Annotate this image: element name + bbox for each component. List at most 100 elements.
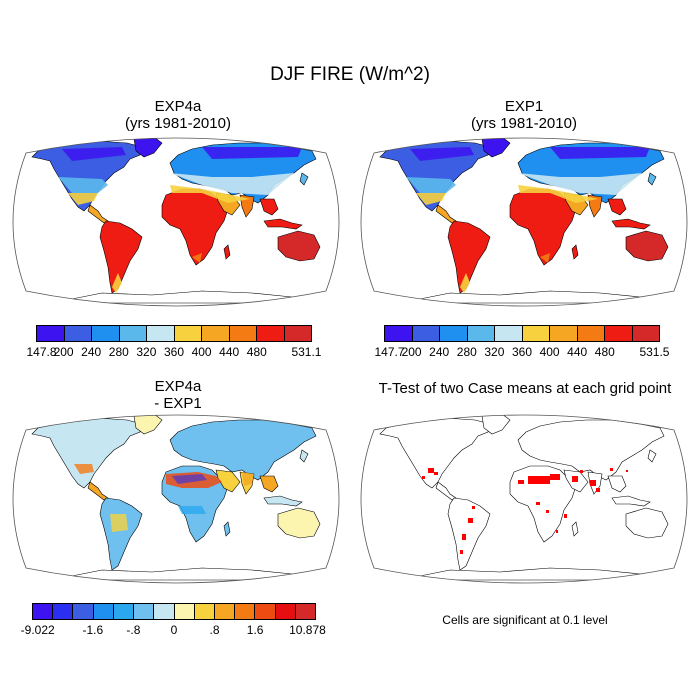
colorbar-tick-label: 400: [539, 345, 560, 359]
continent-greenland: [481, 415, 511, 435]
continent-seAsia: [607, 198, 627, 216]
map-exp4a: [12, 137, 340, 307]
significant-cell: [590, 480, 596, 486]
colorbar-swatch: [255, 604, 276, 619]
map-frame: [360, 414, 688, 584]
continent-indonesia: [263, 495, 303, 507]
continent-australia: [625, 507, 669, 539]
colorbar-tick-label: 320: [484, 345, 505, 359]
continent-seAsia: [607, 475, 627, 493]
colorbar-swatch: [467, 326, 495, 341]
colorbar-swatch: [235, 604, 256, 619]
colorbar-swatch: [37, 326, 65, 341]
panel-title-ttest: T-Test of two Case means at each grid po…: [350, 380, 700, 397]
significant-cell: [460, 550, 463, 554]
colorbar-tick-label: -9.022: [20, 623, 55, 637]
colorbar-swatch: [119, 326, 147, 341]
colorbar-labels-diff: -9.022 -1.6 -.8 0 .8 1.6 10.878: [21, 623, 326, 637]
colorbar-swatch: [174, 604, 195, 619]
figure-title: DJF FIRE (W/m^2): [270, 64, 430, 85]
colorbar-swatch: [73, 604, 94, 619]
continent-greenland: [133, 415, 163, 435]
colorbar-tick-label: 280: [456, 345, 477, 359]
colorbar-swatch: [92, 326, 120, 341]
continent-australia: [277, 230, 321, 262]
colorbar-swatch: [194, 604, 215, 619]
colorbar-swatch: [147, 326, 175, 341]
colorbar-swatch: [134, 604, 155, 619]
continent-antarctica: [409, 567, 652, 581]
colorbar-tick-label: 147.8: [26, 345, 57, 359]
colorbar-swatch: [495, 326, 523, 341]
significant-cell: [556, 530, 558, 533]
continent-indonesia: [611, 218, 651, 230]
colorbar-tick-label: 147.7: [374, 345, 405, 359]
significant-cell: [434, 472, 438, 475]
continent-southAmerica: [447, 497, 491, 571]
continent-greenland: [133, 138, 163, 158]
map-diff: [12, 414, 340, 584]
colorbar-tick-label: 531.1: [291, 345, 322, 359]
continent-madagascar: [571, 521, 579, 537]
continent-japan: [647, 449, 657, 463]
map-frame: [12, 137, 340, 307]
panel-title-exp1: EXP1 (yrs 1981-2010): [384, 98, 664, 132]
significant-cell: [610, 468, 613, 471]
colorbar-swatch: [385, 326, 413, 341]
continent-madagascar: [223, 244, 231, 260]
colorbar-labels-exp4a: 147.8 200 240 280 320 360 400 440 480 531.1: [27, 345, 322, 359]
panel-title-line1: T-Test of two Case means at each grid po…: [378, 380, 672, 397]
significant-cell: [550, 474, 560, 480]
continent-japan: [299, 172, 309, 186]
significant-cell: [596, 488, 600, 492]
colorbar-tick-label: 280: [108, 345, 129, 359]
colorbar-tick-label: 240: [81, 345, 102, 359]
panel-title-line1: EXP4a: [154, 98, 202, 115]
continent-eurasia: [169, 419, 317, 481]
colorbar-swatch: [214, 604, 236, 619]
map-frame: [12, 414, 340, 584]
colorbar-tick-label: -.8: [126, 623, 141, 637]
significant-cell: [468, 518, 473, 523]
colorbar-tick-label: 10.878: [289, 623, 326, 637]
significant-cell: [518, 480, 524, 484]
significant-cell: [422, 476, 425, 479]
colorbar-tick-label: 200: [401, 345, 422, 359]
panel-title-line2: (yrs 1981-2010): [471, 115, 577, 132]
colorbar-labels-exp1: 147.7 200 240 280 320 360 400 440 480 531.5: [375, 345, 670, 359]
colorbar-exp4a: [36, 325, 312, 342]
map-ttest: [360, 414, 688, 584]
colorbar-swatch: [295, 604, 316, 619]
colorbar-exp1: [384, 325, 660, 342]
significant-cell: [462, 534, 466, 540]
colorbar-tick-label: 440: [567, 345, 588, 359]
significant-cell: [546, 510, 549, 513]
colorbar-tick-label: 200: [53, 345, 74, 359]
significant-cell: [472, 506, 475, 509]
colorbar-swatch: [229, 326, 257, 341]
colorbar-swatch: [202, 326, 230, 341]
colorbar-tick-label: -1.6: [82, 623, 104, 637]
colorbar-diff: [32, 603, 316, 620]
colorbar-tick-label: 531.5: [639, 345, 670, 359]
colorbar-tick-label: 320: [136, 345, 157, 359]
colorbar-tick-label: 440: [219, 345, 240, 359]
continent-antarctica: [61, 567, 304, 581]
colorbar-tick-label: 480: [594, 345, 615, 359]
colorbar-swatch: [53, 604, 74, 619]
colorbar-swatch: [577, 326, 605, 341]
continent-australia: [625, 230, 669, 262]
colorbar-tick-label: 400: [191, 345, 212, 359]
colorbar-swatch: [605, 326, 633, 341]
continent-antarctica: [61, 290, 304, 304]
panel-title-line2: (yrs 1981-2010): [125, 115, 231, 132]
continent-indonesia: [611, 495, 651, 507]
continent-eurasia: [517, 419, 665, 481]
colorbar-tick-label: 360: [163, 345, 185, 359]
colorbar-tick-label: 360: [511, 345, 533, 359]
colorbar-tick-label: .8: [209, 623, 220, 637]
colorbar-tick-label: 480: [246, 345, 267, 359]
colorbar-swatch: [632, 326, 659, 341]
significant-cell: [580, 470, 583, 473]
panel-title-line1: EXP1: [504, 98, 544, 115]
